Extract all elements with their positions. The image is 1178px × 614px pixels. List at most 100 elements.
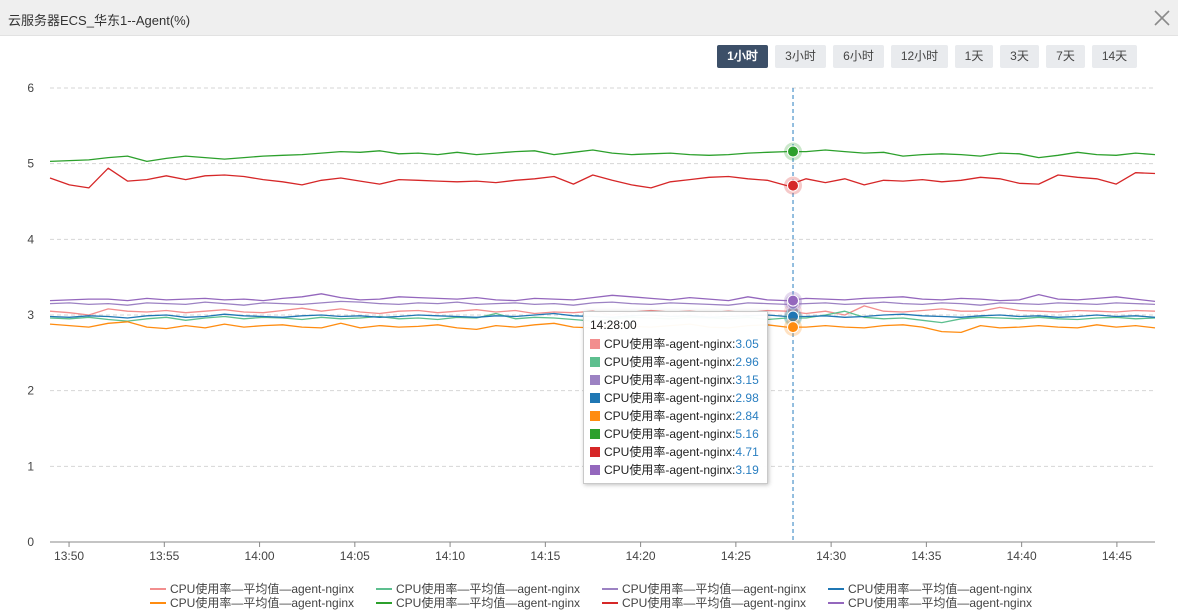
x-tick-label: 14:35 <box>911 549 941 563</box>
tooltip-row: CPU使用率-agent-nginx:2.84 <box>590 407 761 425</box>
tooltip-label: CPU使用率-agent-nginx: <box>604 337 736 351</box>
y-tick-label: 3 <box>27 308 34 322</box>
time-range-selector: 1小时 3小时 6小时 12小时 1天 3天 7天 14天 <box>0 45 1178 69</box>
x-tick-label: 14:10 <box>435 549 465 563</box>
legend-label: CPU使用率—平均值—agent-nginx <box>622 596 807 610</box>
tooltip-label: CPU使用率-agent-nginx: <box>604 409 736 423</box>
legend-label: CPU使用率—平均值—agent-nginx <box>170 582 355 596</box>
chart-grid <box>50 87 1155 467</box>
legend-swatch <box>376 602 392 604</box>
y-tick-label: 6 <box>27 81 34 95</box>
y-tick-label: 2 <box>27 384 34 398</box>
x-tick-label: 13:55 <box>149 549 179 563</box>
tooltip-label: CPU使用率-agent-nginx: <box>604 355 736 369</box>
tooltip-swatch <box>590 447 600 457</box>
series-line-2 <box>49 300 1156 306</box>
series-line-7 <box>49 293 1156 303</box>
legend-swatch <box>376 588 392 590</box>
legend-swatch <box>602 588 618 590</box>
legend-item[interactable]: CPU使用率—平均值—agent-nginx <box>602 594 807 610</box>
tooltip-label: CPU使用率-agent-nginx: <box>604 463 736 477</box>
tooltip-row: CPU使用率-agent-nginx:3.19 <box>590 461 761 479</box>
tooltip-row: CPU使用率-agent-nginx:2.98 <box>590 389 761 407</box>
legend-swatch <box>828 588 844 590</box>
legend-swatch <box>828 602 844 604</box>
range-button-12h[interactable]: 12小时 <box>891 45 948 68</box>
hover-marker <box>787 179 800 192</box>
tooltip-swatch <box>590 411 600 421</box>
tooltip-swatch <box>590 339 600 349</box>
y-tick-label: 0 <box>27 535 34 549</box>
legend-label: CPU使用率—平均值—agent-nginx <box>170 596 355 610</box>
range-button-3h[interactable]: 3小时 <box>775 45 826 68</box>
x-tick-label: 13:50 <box>54 549 84 563</box>
legend-swatch <box>150 588 166 590</box>
tooltip-time: 14:28:00 <box>590 318 637 332</box>
range-button-6h[interactable]: 6小时 <box>833 45 884 68</box>
legend-swatch <box>602 602 618 604</box>
close-icon[interactable] <box>1150 6 1174 30</box>
x-tick-label: 14:00 <box>245 549 275 563</box>
y-tick-label: 4 <box>27 232 34 246</box>
legend-item[interactable]: CPU使用率—平均值—agent-nginx <box>376 594 581 610</box>
x-tick-label: 14:45 <box>1102 549 1132 563</box>
legend-item[interactable]: CPU使用率—平均值—agent-nginx <box>150 594 355 610</box>
series-line-6 <box>49 167 1156 189</box>
hover-marker <box>787 145 800 158</box>
x-tick-label: 14:30 <box>816 549 846 563</box>
tooltip-value: 2.84 <box>735 409 759 423</box>
legend-label: CPU使用率—平均值—agent-nginx <box>848 596 1033 610</box>
tooltip-value: 3.05 <box>735 337 759 351</box>
tooltip-label: CPU使用率-agent-nginx: <box>604 391 736 405</box>
tooltip-row: CPU使用率-agent-nginx:3.05 <box>590 335 761 353</box>
legend-item[interactable]: CPU使用率—平均值—agent-nginx <box>602 580 807 596</box>
window-title: 云服务器ECS_华东1--Agent(%) <box>8 13 191 28</box>
x-tick-label: 14:20 <box>626 549 656 563</box>
x-tick-label: 14:25 <box>721 549 751 563</box>
range-button-14d[interactable]: 14天 <box>1092 45 1137 68</box>
y-tick-label: 1 <box>27 459 34 473</box>
legend-item[interactable]: CPU使用率—平均值—agent-nginx <box>828 580 1033 596</box>
legend-swatch <box>150 602 166 604</box>
y-tick-label: 5 <box>27 157 34 171</box>
tooltip-label: CPU使用率-agent-nginx: <box>604 445 736 459</box>
x-tick-label: 14:40 <box>1007 549 1037 563</box>
legend-item[interactable]: CPU使用率—平均值—agent-nginx <box>376 580 581 596</box>
hover-marker <box>787 321 800 334</box>
range-button-1h[interactable]: 1小时 <box>717 45 768 68</box>
chart-axes: 0 1 2 3 4 5 6 13:50 13:55 14:00 14:05 14:10 14:15 14:… <box>27 81 1155 563</box>
tooltip-label: CPU使用率-agent-nginx: <box>604 373 736 387</box>
chart-tooltip: 14:28:00 CPU使用率-agent-nginx:3.05 CPU使用率-… <box>583 311 768 484</box>
tooltip-swatch <box>590 375 600 385</box>
x-tick-label: 14:15 <box>530 549 560 563</box>
window-titlebar: 云服务器ECS_华东1--Agent(%) <box>0 0 1178 36</box>
legend-label: CPU使用率—平均值—agent-nginx <box>622 582 807 596</box>
chart-series <box>49 149 1156 334</box>
x-tick-label: 14:05 <box>340 549 370 563</box>
legend-item[interactable]: CPU使用率—平均值—agent-nginx <box>828 594 1033 610</box>
tooltip-value: 5.16 <box>735 427 759 441</box>
legend-label: CPU使用率—平均值—agent-nginx <box>848 582 1033 596</box>
range-button-7d[interactable]: 7天 <box>1046 45 1085 68</box>
tooltip-label: CPU使用率-agent-nginx: <box>604 427 736 441</box>
tooltip-row: CPU使用率-agent-nginx:3.15 <box>590 371 761 389</box>
tooltip-value: 2.96 <box>735 355 759 369</box>
tooltip-value: 2.98 <box>735 391 759 405</box>
tooltip-row: CPU使用率-agent-nginx:5.16 <box>590 425 761 443</box>
tooltip-swatch <box>590 429 600 439</box>
range-button-1d[interactable]: 1天 <box>955 45 993 68</box>
tooltip-swatch <box>590 357 600 367</box>
tooltip-value: 4.71 <box>735 445 759 459</box>
tooltip-swatch <box>590 393 600 403</box>
chart-hover <box>784 88 803 542</box>
legend-label: CPU使用率—平均值—agent-nginx <box>396 596 581 610</box>
tooltip-row: CPU使用率-agent-nginx:4.71 <box>590 443 761 461</box>
legend-label: CPU使用率—平均值—agent-nginx <box>396 582 581 596</box>
range-button-3d[interactable]: 3天 <box>1000 45 1039 68</box>
tooltip-value: 3.19 <box>735 463 759 477</box>
tooltip-value: 3.15 <box>735 373 759 387</box>
legend-item[interactable]: CPU使用率—平均值—agent-nginx <box>150 580 355 596</box>
series-line-5 <box>49 149 1156 163</box>
hover-marker <box>787 294 800 307</box>
